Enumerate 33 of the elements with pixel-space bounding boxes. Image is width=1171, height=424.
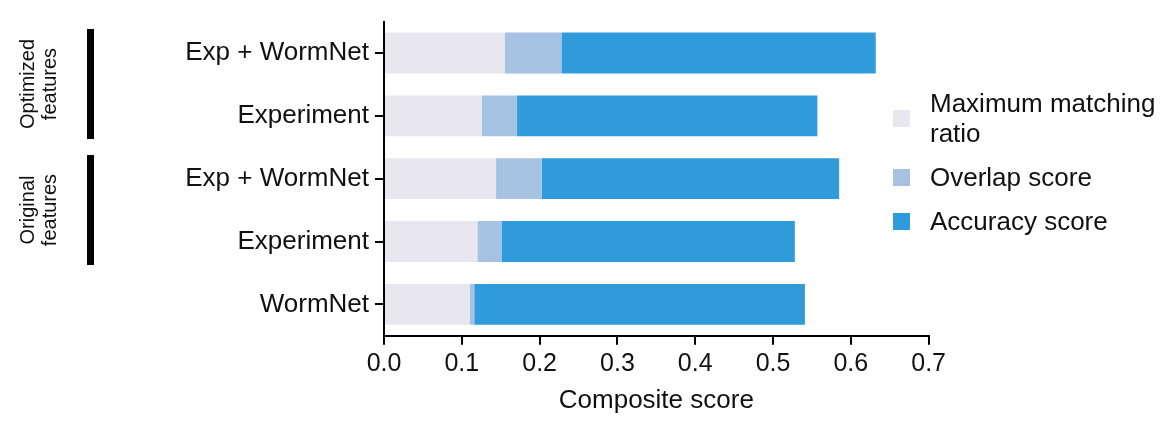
group-bracket: Optimized features bbox=[4, 29, 94, 140]
bar bbox=[482, 95, 518, 137]
x-tick-label: 0.0 bbox=[366, 347, 402, 376]
x-tick-label: 0.6 bbox=[833, 347, 869, 376]
bar bbox=[496, 158, 542, 200]
y-tick-label: Experiment bbox=[237, 99, 370, 130]
bar bbox=[561, 32, 876, 74]
bar bbox=[504, 32, 562, 74]
y-tick-label: Exp + WormNet bbox=[185, 36, 370, 67]
bar bbox=[385, 283, 470, 325]
x-tick-label: 0.2 bbox=[522, 347, 557, 376]
bar bbox=[474, 283, 805, 325]
x-tick-label: 0.4 bbox=[677, 347, 713, 376]
bar bbox=[501, 221, 795, 262]
legend-label: Overlap score bbox=[930, 162, 1092, 192]
x-axis-title: Composite score bbox=[558, 383, 754, 414]
bar bbox=[385, 95, 483, 137]
bar bbox=[541, 158, 840, 200]
y-tick-label: Experiment bbox=[237, 224, 370, 255]
y-tick-label: Exp + WormNet bbox=[185, 161, 370, 192]
bar bbox=[385, 32, 505, 74]
x-tick-label: 0.3 bbox=[600, 347, 635, 376]
legend-label: Accuracy score bbox=[930, 206, 1108, 236]
bar bbox=[385, 221, 478, 262]
bar bbox=[385, 158, 497, 200]
legend-label: Maximum matching ratio bbox=[930, 88, 1157, 148]
bar bbox=[517, 95, 818, 137]
group-bracket: Original features bbox=[4, 155, 94, 266]
y-tick-label: WormNet bbox=[259, 287, 370, 318]
bar bbox=[477, 221, 502, 262]
x-tick-label: 0.1 bbox=[444, 347, 480, 376]
x-tick-label: 0.7 bbox=[911, 347, 947, 376]
x-tick-label: 0.5 bbox=[755, 347, 791, 376]
